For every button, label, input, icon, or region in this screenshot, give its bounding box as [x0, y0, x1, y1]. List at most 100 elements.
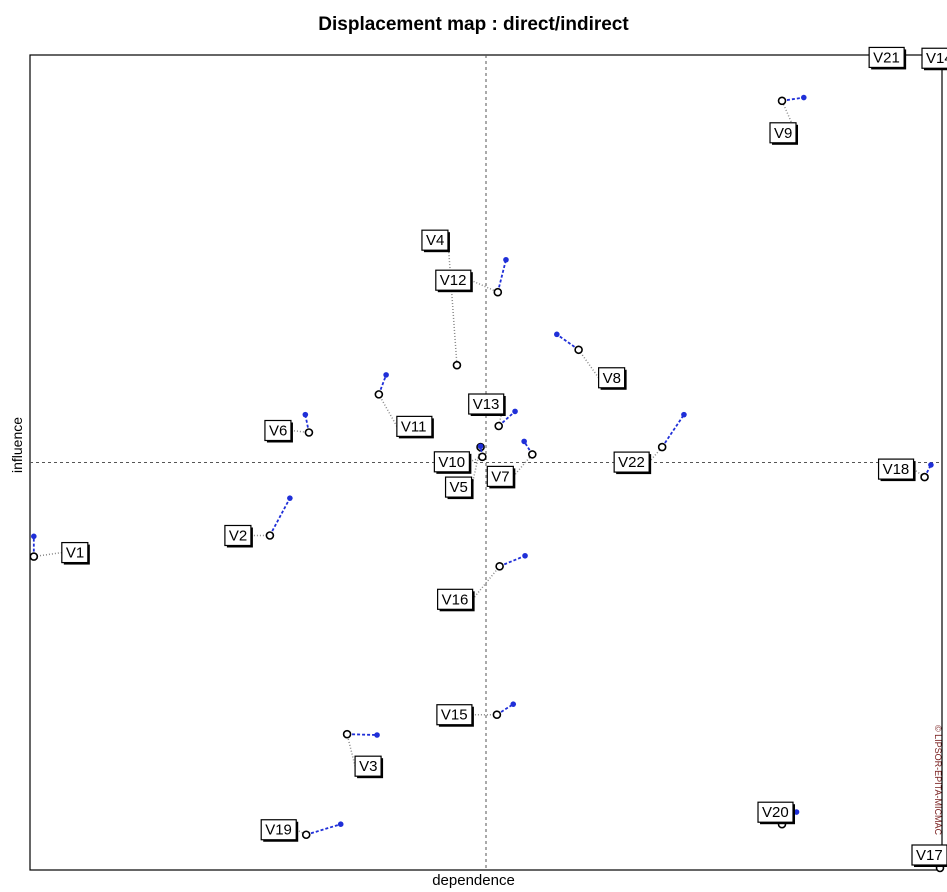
indirect-marker: [512, 408, 518, 415]
point-label: V20: [762, 804, 789, 821]
displacement-line: [347, 733, 378, 736]
point-v4: V4: [421, 229, 462, 370]
displacement-line: [499, 554, 526, 568]
displacement-line: [378, 374, 387, 395]
label-box: [354, 755, 382, 777]
point-v22: V22: [613, 411, 687, 475]
direct-marker: [657, 442, 667, 452]
point-v20: V20: [757, 801, 800, 829]
point-label: V6: [269, 422, 287, 439]
indirect-marker: [503, 256, 509, 263]
point-label: V10: [438, 454, 465, 471]
displacement-line: [498, 410, 516, 427]
direct-marker: [304, 428, 314, 437]
indirect-marker: [522, 552, 528, 559]
point-label: V16: [442, 591, 469, 608]
point-label: V13: [473, 396, 500, 413]
x-axis-label: dependence: [432, 872, 515, 889]
direct-marker: [492, 710, 502, 720]
point-label: V15: [441, 707, 468, 724]
displacement-line: [269, 497, 291, 536]
leader-line: [512, 453, 533, 477]
leader-line: [469, 456, 483, 463]
point-label: V14: [926, 50, 947, 67]
point-v9: V9: [769, 94, 807, 145]
label-box: [921, 47, 947, 69]
point-v14: V14: [921, 47, 947, 71]
direct-marker: [528, 450, 537, 459]
chart-title: Displacement map : direct/indirect: [318, 14, 629, 35]
label-box: [264, 419, 292, 442]
point-label: V2: [229, 527, 247, 544]
leader-line: [913, 468, 926, 478]
indirect-marker: [31, 533, 37, 540]
point-v8: V8: [554, 331, 627, 390]
point-v19: V19: [260, 819, 344, 842]
leader-line: [447, 240, 458, 366]
label-box: [598, 367, 626, 389]
displacement-line: [304, 414, 310, 433]
indirect-marker: [287, 495, 293, 501]
displacement-line: [305, 823, 341, 836]
direct-marker: [374, 390, 384, 399]
point-label: V11: [401, 418, 427, 435]
label-box: [486, 465, 514, 487]
indirect-marker: [681, 411, 687, 418]
point-label: V7: [491, 468, 509, 485]
point-label: V17: [916, 847, 943, 864]
direct-marker: [478, 452, 487, 462]
point-v3: V3: [342, 729, 384, 779]
direct-marker: [452, 360, 462, 370]
label-box: [260, 819, 297, 841]
displacement-line: [661, 414, 685, 448]
label-box: [769, 122, 797, 144]
label-box: [437, 588, 474, 610]
indirect-marker: [801, 94, 807, 101]
leader-line: [378, 394, 398, 427]
label-box: [911, 844, 947, 866]
point-v17: V17: [911, 844, 947, 873]
leader-line: [472, 565, 501, 600]
indirect-marker: [554, 331, 560, 338]
point-label: V9: [774, 125, 792, 142]
point-v11: V11: [374, 372, 434, 439]
direct-marker: [495, 562, 504, 571]
indirect-marker: [383, 372, 389, 378]
label-box: [61, 541, 89, 564]
label-box: [868, 46, 905, 69]
direct-marker: [493, 287, 503, 297]
indirect-marker: [928, 462, 934, 468]
direct-marker: [342, 729, 352, 739]
point-label: V19: [265, 822, 292, 839]
point-label: V3: [359, 758, 377, 775]
point-v16: V16: [437, 552, 528, 612]
point-label: V5: [450, 479, 468, 496]
leader-line: [346, 734, 356, 767]
leader-line: [470, 279, 499, 293]
leader-line: [578, 349, 600, 379]
direct-marker: [574, 345, 583, 355]
label-box: [613, 451, 650, 473]
direct-marker: [29, 552, 39, 561]
point-label: V12: [440, 272, 467, 289]
point-label: V4: [426, 232, 444, 249]
label-box: [468, 393, 505, 415]
direct-marker: [265, 531, 275, 540]
indirect-marker: [302, 411, 309, 418]
direct-marker: [494, 421, 504, 431]
displacement-line: [556, 333, 580, 351]
direct-marker: [777, 96, 787, 106]
label-box: [396, 415, 433, 437]
indirect-marker: [521, 438, 527, 445]
label-box: [421, 229, 449, 251]
point-v15: V15: [436, 701, 517, 727]
label-box: [433, 451, 470, 473]
indirect-marker: [510, 701, 517, 707]
displacement-line: [496, 259, 507, 293]
indirect-marker: [477, 443, 484, 450]
point-label: V1: [66, 545, 84, 562]
point-v18: V18: [877, 458, 934, 482]
point-v2: V2: [224, 495, 293, 548]
point-label: V18: [883, 461, 910, 478]
direct-marker: [301, 830, 311, 840]
